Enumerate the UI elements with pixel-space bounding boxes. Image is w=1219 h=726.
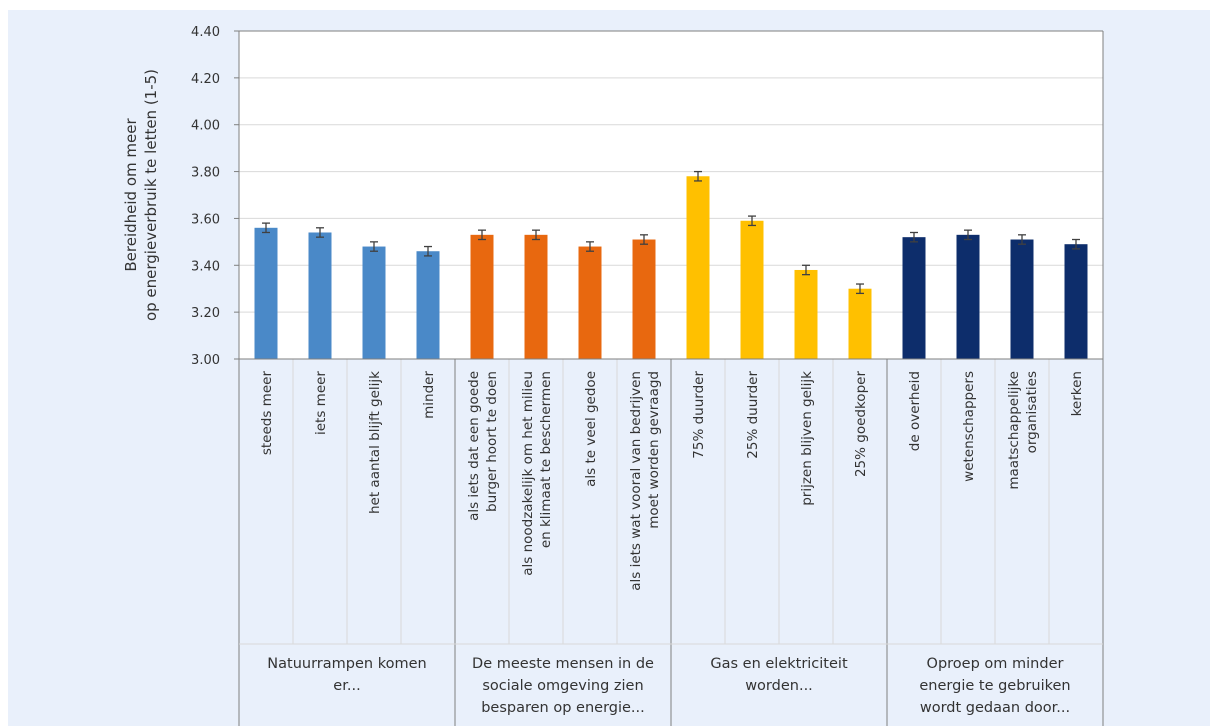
error-bars bbox=[262, 170, 1080, 295]
category-label: als iets dat een goede burger hoort te do… bbox=[466, 371, 500, 521]
category-labels: steeds meer iets meer het aantal blijft ge… bbox=[259, 371, 1085, 591]
group-labels: Natuurrampen komen er... De meeste mensen … bbox=[267, 656, 1070, 716]
y-tick-label: 3.40 bbox=[191, 259, 220, 274]
bar bbox=[740, 220, 764, 359]
bar bbox=[848, 288, 872, 359]
category-label: minder bbox=[421, 371, 437, 419]
y-axis-label: Bereidheid om meer op energieverbruik te … bbox=[122, 69, 160, 321]
bar bbox=[686, 176, 710, 359]
category-label: de overheid bbox=[907, 371, 923, 451]
group-label: De meeste mensen in de sociale omgeving z… bbox=[472, 656, 654, 716]
y-tick-label: 4.40 bbox=[191, 25, 220, 40]
category-label: als iets wat vooral van bedrijven moet wo… bbox=[628, 371, 662, 591]
category-label: iets meer bbox=[313, 371, 329, 435]
y-tick-label: 3.20 bbox=[191, 306, 220, 321]
y-tick-label: 4.20 bbox=[191, 72, 220, 87]
bar bbox=[308, 232, 332, 359]
category-label: prijzen blijven gelijk bbox=[799, 371, 815, 506]
y-tick-label: 3.80 bbox=[191, 166, 220, 181]
axes bbox=[234, 30, 1104, 726]
bars bbox=[254, 176, 1088, 359]
bar bbox=[1064, 244, 1088, 359]
y-tick-label: 3.60 bbox=[191, 212, 220, 227]
category-label: 75% duurder bbox=[691, 371, 707, 459]
category-label: als te veel gedoe bbox=[583, 371, 599, 487]
y-tick-label: 4.00 bbox=[191, 119, 220, 134]
category-label: 25% goedkoper bbox=[853, 371, 869, 477]
group-label: Natuurrampen komen er... bbox=[267, 656, 426, 694]
category-label: als noodzakelijk om het milieu en klimaat… bbox=[520, 371, 554, 576]
group-label: Gas en elektriciteit worden... bbox=[710, 656, 848, 694]
y-tick-label: 3.00 bbox=[191, 353, 220, 368]
bar bbox=[902, 237, 926, 359]
bar bbox=[524, 234, 548, 359]
bar bbox=[578, 246, 602, 359]
group-label: Oproep om minder energie te gebruiken word… bbox=[919, 656, 1070, 716]
category-label: steeds meer bbox=[259, 371, 275, 456]
y-tick-labels: 3.00 3.20 3.40 3.60 3.80 4.00 4.20 4.40 bbox=[191, 25, 220, 368]
bar bbox=[470, 234, 494, 359]
bar bbox=[416, 251, 440, 359]
bar bbox=[632, 239, 656, 359]
bar bbox=[362, 246, 386, 359]
category-label: wetenschappers bbox=[961, 371, 977, 482]
category-label: kerken bbox=[1069, 371, 1085, 416]
bar bbox=[1010, 239, 1034, 359]
category-label: het aantal blijft gelijk bbox=[367, 371, 383, 514]
bar bbox=[794, 269, 818, 359]
category-label: 25% duurder bbox=[745, 371, 761, 459]
category-label: maatschappelijke organisaties bbox=[1006, 371, 1040, 490]
bar bbox=[956, 234, 980, 359]
bar bbox=[254, 227, 278, 359]
